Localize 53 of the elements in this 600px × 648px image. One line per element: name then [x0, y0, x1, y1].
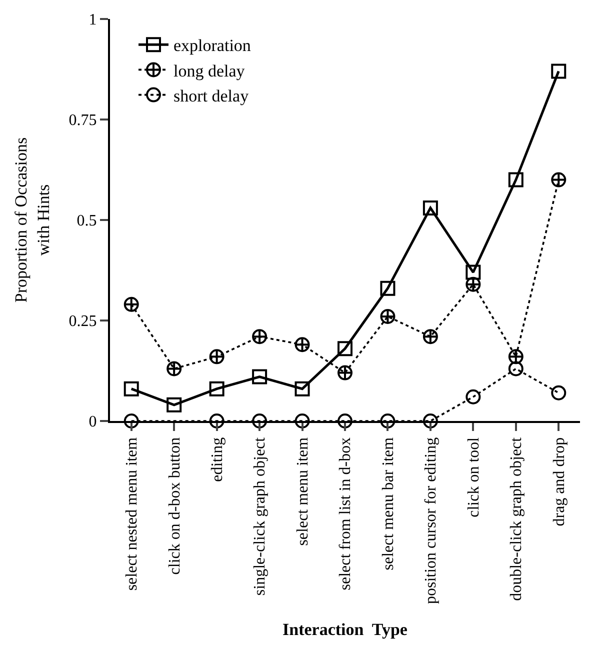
point	[294, 337, 310, 352]
point	[338, 341, 352, 356]
point	[252, 369, 268, 384]
x-tick-label: click on tool	[465, 436, 482, 518]
y-tick-label: 0	[88, 414, 97, 431]
point	[551, 64, 566, 79]
point	[209, 349, 224, 364]
point	[466, 276, 481, 292]
x-tick-label: editing	[209, 437, 226, 482]
point	[508, 172, 524, 188]
x-tick-label: single-click graph object	[252, 436, 269, 596]
x-tick-label: select nested menu item	[124, 436, 141, 591]
x-axis-title: Interaction Type	[282, 620, 408, 639]
point	[166, 397, 182, 412]
y-tick-label: 0.5	[76, 212, 97, 230]
point	[508, 361, 524, 376]
x-tick-label: position cursor for editing	[422, 437, 440, 604]
point	[466, 389, 481, 404]
x-tick-label: select menu item	[294, 436, 312, 546]
point	[124, 414, 139, 428]
point	[422, 329, 438, 344]
point	[422, 200, 438, 216]
point	[124, 381, 139, 396]
point	[252, 329, 268, 344]
point	[124, 296, 139, 312]
point	[338, 365, 352, 380]
point	[166, 361, 182, 376]
x-tick-label: double-click graph object	[508, 436, 526, 601]
point	[380, 280, 396, 296]
x-tick-label: drag and drop	[550, 437, 568, 526]
legend-label: long delay	[174, 61, 246, 80]
point	[338, 414, 352, 428]
legend-label: short delay	[174, 86, 250, 106]
point	[252, 414, 268, 428]
y-tick-label: 0.25	[68, 313, 97, 330]
y-tick-label: 1	[88, 12, 97, 29]
point	[380, 414, 396, 428]
point	[380, 308, 396, 324]
legend-label: exploration	[174, 36, 252, 56]
point	[551, 172, 566, 188]
point	[422, 414, 438, 428]
x-tick-label: select from list in d-box	[337, 437, 354, 590]
point	[508, 349, 524, 364]
y-axis-title: Proportion of Occasions with Hints	[12, 137, 53, 303]
point	[551, 385, 566, 400]
point	[466, 264, 481, 280]
point	[209, 381, 224, 396]
point	[294, 381, 310, 396]
x-tick-label: click on d-box button	[166, 437, 184, 575]
y-tick-label: 0.75	[68, 112, 97, 130]
x-tick-label: select menu bar item	[380, 436, 397, 570]
point	[294, 414, 310, 428]
point	[209, 414, 224, 428]
